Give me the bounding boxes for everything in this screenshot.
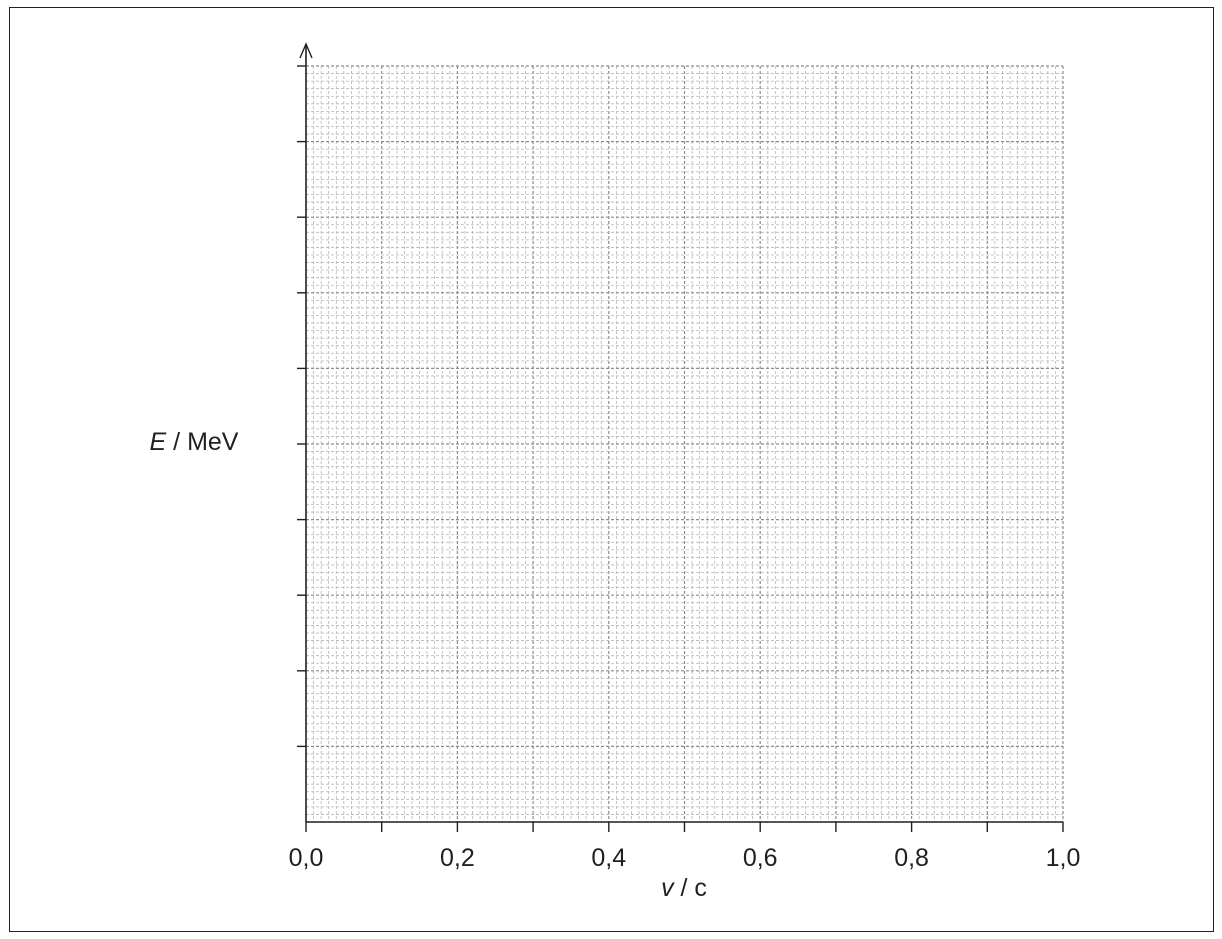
y-axis-arrowhead	[299, 42, 313, 59]
axes	[299, 42, 1063, 823]
y-axis-separator: /	[166, 428, 187, 456]
x-tick-label: 0,8	[894, 844, 929, 872]
x-tick-label: 0,2	[440, 844, 475, 872]
figure-frame	[9, 7, 1214, 932]
ticks	[297, 65, 1064, 832]
x-tick-label: 0,4	[591, 844, 626, 872]
grid	[306, 65, 1064, 822]
x-tick-label: 0,6	[743, 844, 778, 872]
tick-labels: 0,0 0,2 0,4 0,6 0,8 1,0	[289, 844, 1081, 872]
x-axis-label: v / c	[661, 874, 707, 902]
y-axis-label: E / MeV	[150, 428, 239, 456]
x-axis-unit: c	[694, 874, 707, 902]
x-tick-label: 0,0	[289, 844, 324, 872]
x-axis-separator: /	[674, 874, 695, 902]
y-axis-unit: MeV	[187, 428, 239, 456]
x-axis-variable: v	[661, 874, 675, 902]
y-axis-variable: E	[150, 428, 167, 456]
x-tick-label: 1,0	[1046, 844, 1081, 872]
